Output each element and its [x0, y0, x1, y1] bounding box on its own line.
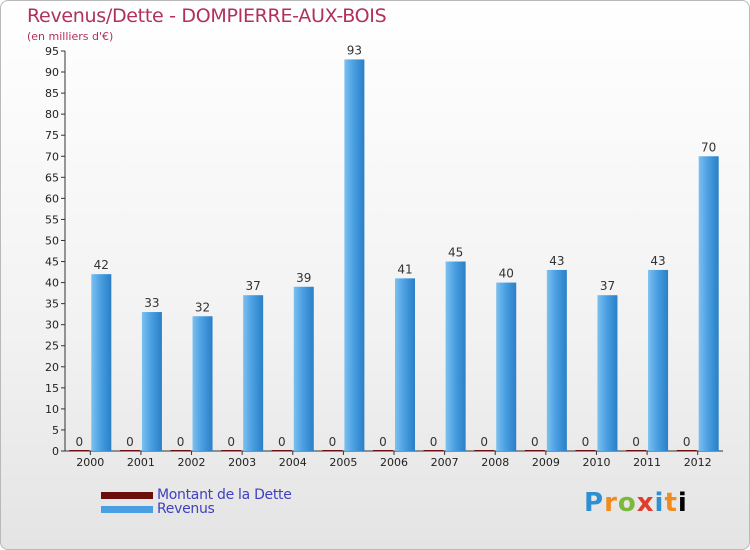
- bar-revenus: [597, 295, 618, 451]
- bar-dette: [474, 450, 495, 451]
- y-tick-label: 95: [45, 45, 59, 58]
- y-tick-label: 45: [45, 256, 59, 269]
- data-label-revenus: 43: [650, 254, 665, 268]
- y-tick-label: 75: [45, 129, 59, 142]
- y-tick-label: 90: [45, 66, 59, 79]
- bar-revenus: [698, 156, 719, 451]
- x-tick-label: 2004: [279, 456, 307, 469]
- y-tick-label: 80: [45, 108, 59, 121]
- y-tick-label: 35: [45, 298, 59, 311]
- y-tick-label: 0: [52, 445, 59, 458]
- y-tick-label: 30: [45, 319, 59, 332]
- bar-dette: [69, 450, 90, 451]
- legend-swatch-dette: [101, 491, 153, 499]
- data-label-dette: 0: [582, 435, 590, 449]
- bar-revenus: [192, 316, 213, 451]
- x-tick-label: 2000: [76, 456, 104, 469]
- data-label-revenus: 39: [296, 271, 311, 285]
- bar-dette: [271, 450, 292, 451]
- y-tick-label: 85: [45, 87, 59, 100]
- x-tick-label: 2006: [380, 456, 408, 469]
- data-label-revenus: 32: [195, 300, 210, 314]
- y-tick-label: 70: [45, 150, 59, 163]
- y-tick-label: 10: [45, 403, 59, 416]
- data-label-dette: 0: [329, 435, 337, 449]
- bar-dette: [119, 450, 140, 451]
- y-tick-label: 25: [45, 340, 59, 353]
- data-label-revenus: 41: [397, 262, 412, 276]
- data-label-dette: 0: [632, 435, 640, 449]
- data-labels: 0 42 0 33 0 32 0 37 0 39 0 93 0 41 0 45 0 40 0 43 0 37 0 43 0 70: [75, 43, 716, 449]
- y-tick-label: 65: [45, 171, 59, 184]
- data-label-dette: 0: [126, 435, 134, 449]
- x-tick-label: 2005: [329, 456, 357, 469]
- chart-title: Revenus/Dette - DOMPIERRE-AUX-BOIS: [27, 5, 387, 27]
- data-label-dette: 0: [531, 435, 539, 449]
- bar-revenus: [293, 286, 314, 451]
- data-label-revenus: 37: [246, 279, 261, 293]
- y-tick-label: 20: [45, 361, 59, 374]
- bar-revenus: [91, 274, 112, 451]
- bar-revenus: [243, 295, 264, 451]
- bar-dette: [170, 450, 191, 451]
- bar-revenus: [395, 278, 415, 451]
- data-label-revenus: 33: [144, 296, 159, 310]
- x-tick-label: 2011: [633, 456, 661, 469]
- bar-dette: [676, 450, 697, 451]
- data-label-dette: 0: [177, 435, 185, 449]
- chart-subtitle: (en milliers d'€): [27, 30, 114, 43]
- x-tick-label: 2003: [228, 456, 256, 469]
- bar-dette: [575, 450, 596, 451]
- legend-item-revenus: Revenus: [101, 501, 215, 517]
- data-label-revenus: 93: [347, 43, 362, 57]
- proxiti-logo: Proxiti: [584, 488, 688, 518]
- x-tick-label: 2001: [127, 456, 155, 469]
- legend-label-revenus: Revenus: [157, 501, 215, 517]
- bar-revenus: [141, 312, 162, 451]
- data-label-dette: 0: [75, 435, 83, 449]
- data-label-revenus: 70: [701, 140, 716, 154]
- bar-revenus: [445, 261, 466, 451]
- data-label-revenus: 42: [94, 258, 109, 272]
- y-tick-label: 40: [45, 277, 59, 290]
- bar-dette: [322, 450, 343, 451]
- bar-dette: [524, 450, 545, 451]
- legend-item-dette: Montant de la Dette: [101, 487, 292, 503]
- data-label-dette: 0: [379, 435, 387, 449]
- x-tick-label: 2007: [431, 456, 459, 469]
- y-tick-label: 50: [45, 234, 59, 247]
- bar-revenus: [496, 282, 517, 451]
- data-label-dette: 0: [683, 435, 691, 449]
- x-tick-label: 2009: [532, 456, 560, 469]
- bar-revenus: [648, 269, 669, 451]
- y-tick-label: 15: [45, 382, 59, 395]
- bar-revenus: [546, 269, 567, 451]
- bars: [69, 59, 719, 451]
- data-label-dette: 0: [227, 435, 235, 449]
- data-label-dette: 0: [480, 435, 488, 449]
- data-label-revenus: 37: [600, 279, 615, 293]
- data-label-revenus: 45: [448, 246, 463, 260]
- y-tick-label: 5: [52, 424, 59, 437]
- bar-dette: [373, 450, 393, 451]
- y-tick-label: 55: [45, 213, 59, 226]
- data-label-revenus: 43: [549, 254, 564, 268]
- y-tick-label: 60: [45, 192, 59, 205]
- bar-dette: [221, 450, 242, 451]
- bar-dette: [423, 450, 444, 451]
- legend-label-dette: Montant de la Dette: [157, 487, 292, 503]
- legend-swatch-revenus: [101, 505, 153, 513]
- x-tick-label: 2002: [178, 456, 206, 469]
- bar-dette: [626, 450, 647, 451]
- data-label-revenus: 40: [499, 267, 514, 281]
- data-label-dette: 0: [278, 435, 286, 449]
- bar-revenus: [344, 59, 365, 451]
- data-label-dette: 0: [430, 435, 438, 449]
- x-tick-label: 2012: [684, 456, 712, 469]
- x-tick-label: 2010: [582, 456, 610, 469]
- x-tick-label: 2008: [481, 456, 509, 469]
